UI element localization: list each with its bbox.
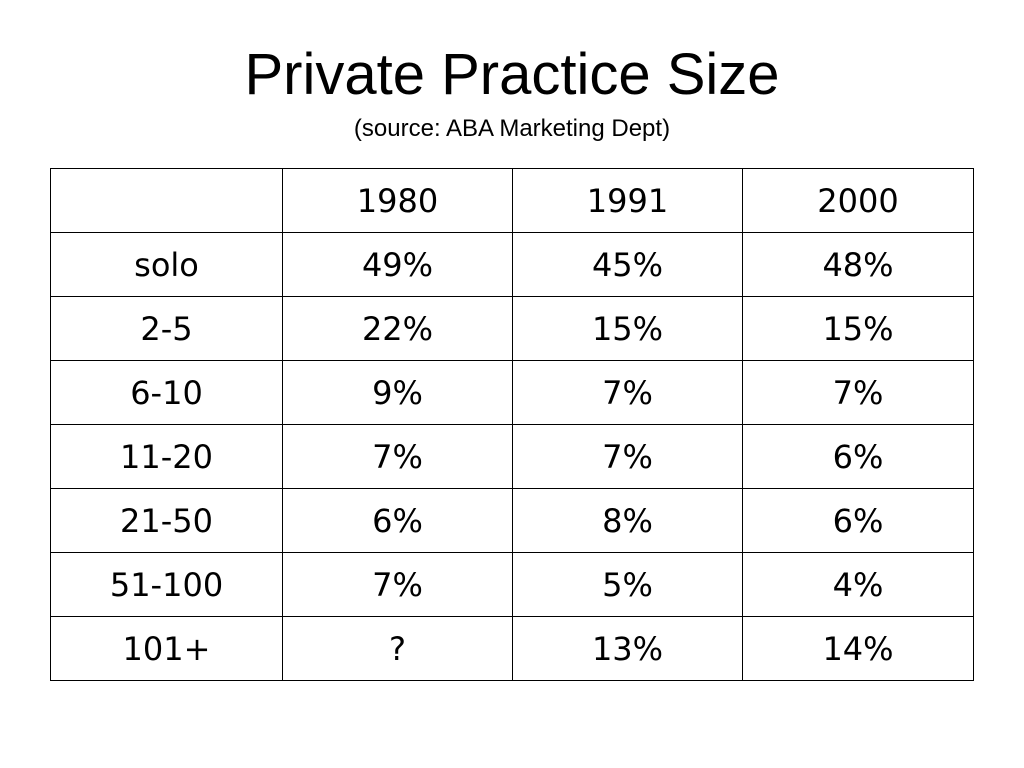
value-cell: 7% — [282, 424, 513, 489]
value-cell: 49% — [282, 232, 513, 297]
value-cell: 5% — [512, 552, 743, 617]
value-cell: 7% — [512, 424, 743, 489]
value-cell: 22% — [282, 296, 513, 361]
value-cell: 7% — [512, 360, 743, 425]
value-cell: 7% — [282, 552, 513, 617]
value-cell: 8% — [512, 488, 743, 553]
value-cell: 4% — [742, 552, 974, 617]
value-cell: 7% — [742, 360, 974, 425]
value-cell: 9% — [282, 360, 513, 425]
table-row: 101+ ? 13% 14% — [50, 616, 974, 681]
value-cell: 14% — [742, 616, 974, 681]
table-row: 21-50 6% 8% 6% — [50, 488, 974, 553]
value-cell: 15% — [512, 296, 743, 361]
value-cell: 45% — [512, 232, 743, 297]
row-label-cell: 51-100 — [50, 552, 283, 617]
row-label-cell: 6-10 — [50, 360, 283, 425]
row-label-cell: 2-5 — [50, 296, 283, 361]
table-row: 11-20 7% 7% 6% — [50, 424, 974, 489]
table-row: solo 49% 45% 48% — [50, 232, 974, 297]
table-row: 51-100 7% 5% 4% — [50, 552, 974, 617]
row-label-cell: 11-20 — [50, 424, 283, 489]
header-cell-year: 1991 — [512, 168, 743, 233]
table-row: 6-10 9% 7% 7% — [50, 360, 974, 425]
value-cell: 6% — [282, 488, 513, 553]
value-cell: 6% — [742, 488, 974, 553]
header-cell-year: 2000 — [742, 168, 974, 233]
table-row: 2-5 22% 15% 15% — [50, 296, 974, 361]
value-cell: 48% — [742, 232, 974, 297]
row-label-cell: 21-50 — [50, 488, 283, 553]
value-cell: 13% — [512, 616, 743, 681]
header-cell-year: 1980 — [282, 168, 513, 233]
value-cell: 6% — [742, 424, 974, 489]
practice-size-table: 1980 1991 2000 solo 49% 45% 48% 2-5 22% … — [50, 168, 974, 681]
row-label-cell: solo — [50, 232, 283, 297]
row-label-cell: 101+ — [50, 616, 283, 681]
value-cell: 15% — [742, 296, 974, 361]
slide-title: Private Practice Size — [244, 42, 780, 107]
table-header-row: 1980 1991 2000 — [50, 168, 974, 233]
header-cell-corner — [50, 168, 283, 233]
value-cell: ? — [282, 616, 513, 681]
slide-subtitle: (source: ABA Marketing Dept) — [353, 115, 671, 142]
